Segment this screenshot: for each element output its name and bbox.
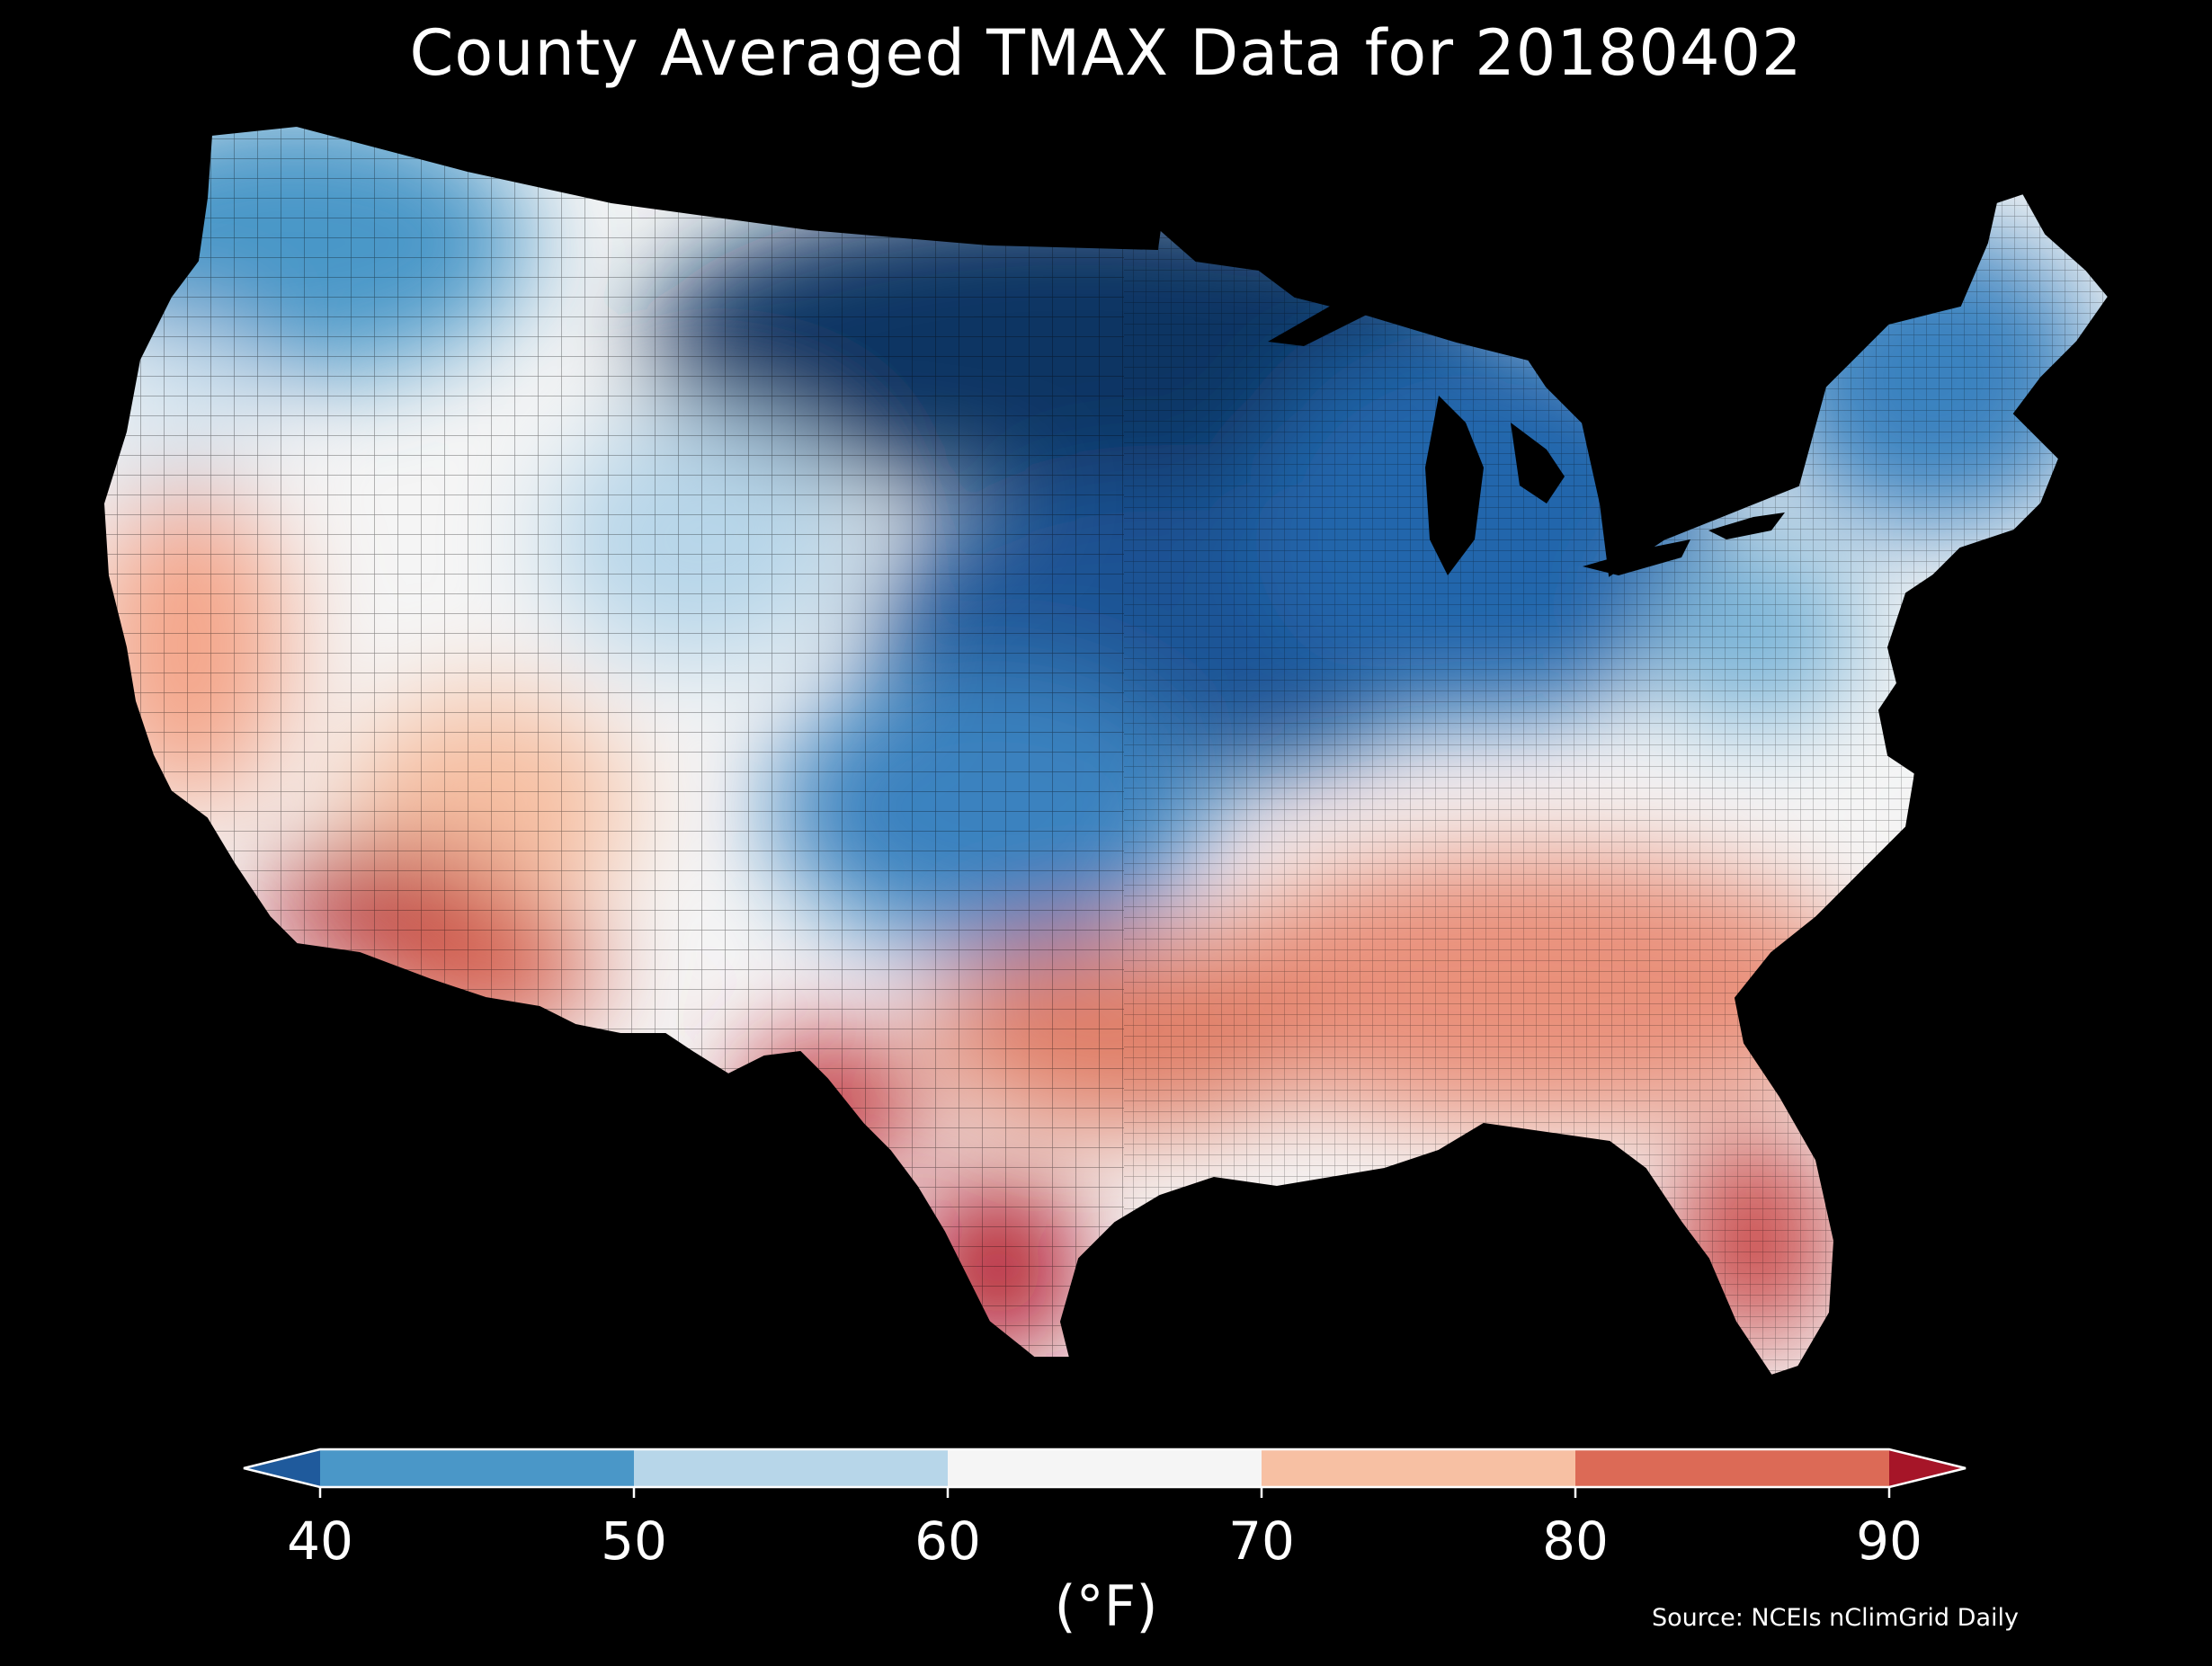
map-title: County Averaged TMAX Data for 20180402	[409, 16, 1803, 90]
colorbar-bin-60-70	[948, 1449, 1262, 1487]
great-lakes	[1268, 288, 1785, 575]
colorbar-tick-label: 60	[914, 1510, 981, 1572]
colorbar-tick-label: 50	[601, 1510, 667, 1572]
colorbar-extend-min	[244, 1449, 320, 1487]
colorbar-tick-label: 80	[1542, 1510, 1609, 1572]
colorbar-tick-label: 40	[287, 1510, 353, 1572]
source-credit: Source: NCEIs nClimGrid Daily	[1652, 1604, 2019, 1632]
colorbar-bin-70-80	[1262, 1449, 1575, 1487]
colorbar-unit-label: (°F)	[1054, 1573, 1158, 1639]
colorbar-bin-50-60	[634, 1449, 948, 1487]
colorbar-bin-80-90	[1575, 1449, 1889, 1487]
colorbar-bin-40-50	[320, 1449, 634, 1487]
colorbar-tick-label: 90	[1856, 1510, 1922, 1572]
colorbar-tick-label: 70	[1228, 1510, 1295, 1572]
colorbar-extend-max	[1889, 1449, 1966, 1487]
